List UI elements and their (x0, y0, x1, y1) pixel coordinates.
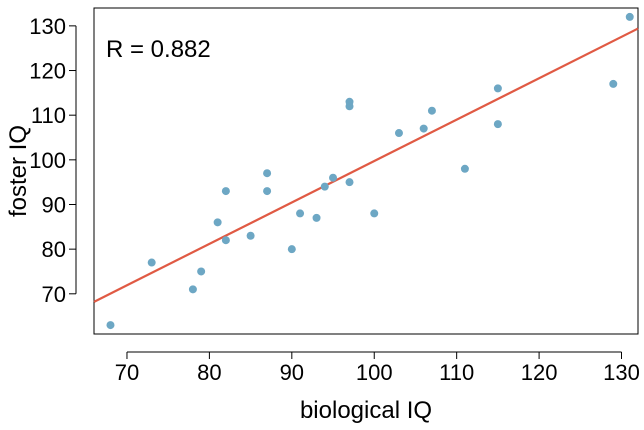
x-tick-label: 120 (521, 360, 558, 385)
y-axis-title: foster IQ (5, 125, 32, 217)
data-point (296, 209, 305, 218)
y-tick-label: 120 (29, 59, 66, 84)
data-point (221, 236, 230, 245)
data-point (427, 106, 436, 115)
x-tick-label: 80 (197, 360, 221, 385)
data-point (625, 12, 634, 21)
data-point (493, 84, 502, 93)
y-axis: 70 80 90 100 110 120 130 (29, 14, 77, 307)
data-point (460, 164, 469, 173)
plot-frame (93, 7, 639, 335)
data-point (197, 267, 206, 276)
x-axis-title: biological IQ (300, 397, 432, 424)
data-point (419, 124, 428, 133)
x-tick-label: 100 (356, 360, 393, 385)
data-point (147, 258, 156, 267)
x-axis: 70 80 90 100 110 120 130 (115, 351, 640, 385)
data-point (345, 102, 354, 111)
y-tick-label: 70 (42, 282, 66, 307)
correlation-annotation: R = 0.882 (106, 36, 211, 63)
data-points (106, 12, 634, 330)
data-point (106, 321, 115, 330)
data-point (246, 231, 255, 240)
data-point (394, 129, 403, 138)
x-tick-label: 110 (439, 360, 474, 385)
data-point (370, 209, 379, 218)
y-tick-label: 100 (29, 148, 66, 173)
x-tick-label: 70 (115, 360, 139, 385)
data-point (221, 187, 230, 196)
data-point (329, 173, 338, 182)
x-tick-label: 130 (603, 360, 640, 385)
y-tick-label: 80 (42, 237, 66, 262)
data-point (263, 169, 272, 178)
data-point (609, 79, 618, 88)
data-point (345, 178, 354, 187)
regression-line (93, 27, 639, 303)
data-point (312, 213, 321, 222)
y-tick-label: 110 (31, 103, 66, 128)
data-point (287, 245, 296, 254)
data-point (188, 285, 197, 294)
data-point (263, 187, 272, 196)
data-point (320, 182, 329, 191)
x-tick-label: 90 (280, 360, 304, 385)
y-tick-label: 90 (42, 192, 66, 217)
data-point (493, 120, 502, 129)
data-point (213, 218, 222, 227)
y-tick-label: 130 (29, 14, 66, 39)
